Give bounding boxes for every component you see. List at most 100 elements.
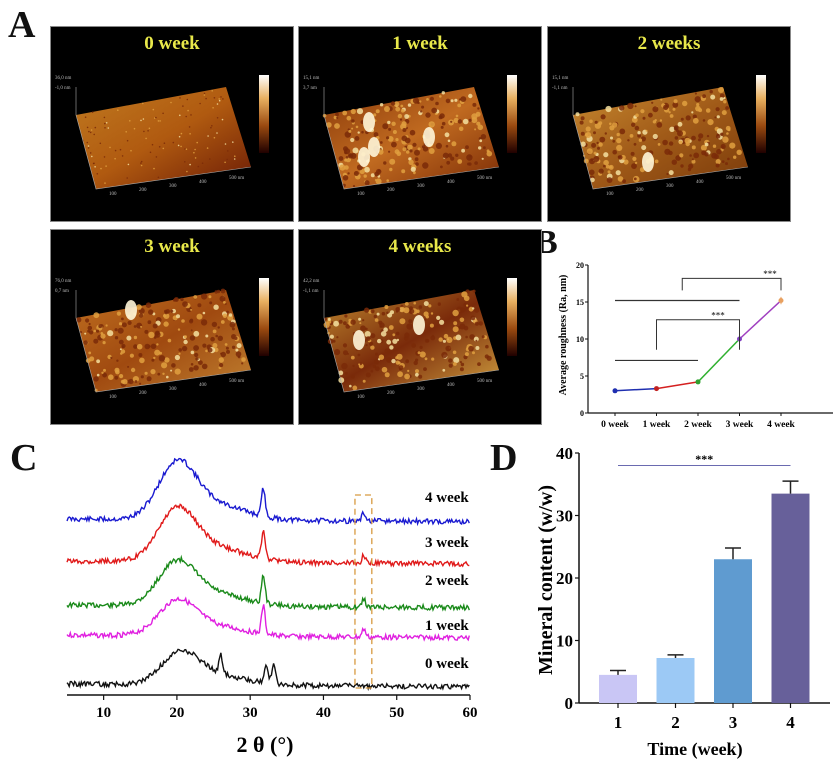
highlight-box — [354, 494, 373, 689]
afm-texture-speck — [428, 304, 432, 308]
afm-texture-speck — [220, 320, 225, 324]
afm-texture-speck — [193, 345, 200, 351]
afm-texture-speck — [440, 165, 443, 169]
afm-texture-speck — [408, 308, 415, 315]
afm-texture-speck — [719, 97, 724, 101]
afm-texture-speck — [344, 314, 348, 318]
afm-texture-speck — [448, 363, 453, 368]
afm-texture-speck — [589, 169, 595, 176]
afm-texture-speck — [361, 130, 364, 134]
afm-texture-speck — [631, 163, 637, 170]
afm-texture-speck — [637, 131, 641, 135]
afm-texture-speck — [119, 148, 122, 151]
afm-texture-speck — [114, 375, 119, 380]
afm-texture-speck — [417, 147, 421, 151]
afm-texture-speck — [234, 155, 236, 157]
afm-texture-speck — [374, 179, 377, 181]
afm-texture-speck — [668, 150, 673, 156]
afm-texture-speck — [404, 332, 410, 338]
afm-texture-speck — [468, 118, 472, 122]
afm-texture-speck — [105, 324, 108, 327]
afm-texture-speck — [404, 114, 409, 119]
afm-texture-speck — [593, 151, 597, 155]
afm-texture-speck — [189, 318, 194, 322]
afm-texture-speck — [119, 374, 124, 379]
afm-texture-speck — [338, 370, 344, 376]
afm-texture-speck — [177, 328, 181, 331]
afm-axis-tick: 500 nm — [477, 379, 492, 384]
afm-texture-speck — [133, 325, 137, 328]
afm-texture-speck — [694, 96, 701, 103]
afm-texture-speck — [200, 319, 208, 326]
afm-texture-speck — [671, 159, 677, 165]
afm-texture-speck — [689, 154, 692, 157]
afm-texture-speck — [357, 353, 361, 357]
afm-axis — [75, 290, 252, 393]
afm-texture-speck — [138, 313, 144, 318]
afm-texture-speck — [407, 103, 412, 107]
y-tick-label: 30 — [556, 507, 573, 526]
afm-texture-speck — [413, 301, 416, 305]
afm-texture-speck — [389, 167, 393, 172]
afm-surface: 76,0 nm 0,7 nm 100 200 300 400 500 nm — [55, 278, 269, 400]
data-point — [778, 298, 784, 304]
afm-texture-speck — [709, 90, 713, 94]
afm-texture-speck — [692, 114, 697, 119]
afm-texture-speck — [366, 336, 371, 341]
afm-texture-speck — [668, 141, 674, 146]
afm-texture-speck — [213, 304, 219, 310]
afm-z-min: 0,7 nm — [55, 289, 69, 294]
afm-texture-speck — [386, 136, 390, 140]
afm-texture-speck — [609, 125, 615, 131]
afm-texture-speck — [641, 145, 647, 151]
afm-texture-speck — [171, 363, 176, 368]
x-tick-label: 20 — [169, 705, 184, 721]
afm-texture-speck — [208, 295, 212, 299]
afm-texture-speck — [348, 129, 352, 133]
afm-texture-speck — [102, 372, 107, 378]
afm-texture-speck — [423, 367, 427, 371]
afm-texture-speck — [446, 336, 453, 343]
line-segment — [614, 387, 657, 392]
afm-texture-speck — [475, 346, 480, 350]
afm-texture-speck — [431, 357, 435, 361]
afm-surface: 15,1 nm 3,7 nm 100 200 300 400 500 nm — [303, 75, 517, 197]
panel-label-c: C — [10, 437, 38, 479]
afm-texture-speck — [633, 142, 637, 146]
afm-texture-speck — [93, 312, 100, 319]
afm-texture-speck — [344, 165, 349, 170]
afm-texture-speck — [129, 353, 134, 358]
afm-texture-speck — [207, 135, 209, 137]
afm-peak — [642, 152, 654, 172]
afm-texture-speck — [596, 141, 599, 145]
afm-texture-speck — [347, 172, 350, 175]
afm-texture-speck — [673, 127, 678, 131]
afm-texture-speck — [178, 352, 181, 355]
afm-texture-speck — [149, 151, 152, 154]
afm-texture-speck — [151, 358, 155, 362]
afm-texture-speck — [472, 289, 476, 293]
afm-texture-speck — [125, 131, 127, 133]
afm-texture-speck — [190, 329, 193, 332]
afm-texture-speck — [453, 362, 457, 366]
afm-texture-speck — [334, 123, 340, 129]
afm-texture-speck — [598, 168, 604, 174]
afm-texture-speck — [347, 352, 349, 355]
afm-texture-speck — [224, 143, 227, 145]
afm-texture-speck — [607, 170, 611, 174]
afm-axis-tick: 200 — [387, 188, 395, 193]
afm-texture-speck — [114, 328, 118, 332]
afm-texture-speck — [83, 340, 88, 345]
afm-texture-speck — [389, 345, 394, 350]
significance-bracket — [681, 277, 782, 291]
afm-texture-speck — [408, 159, 414, 165]
afm-texture-speck — [85, 358, 91, 363]
afm-axis-tick: 300 — [169, 387, 177, 392]
afm-texture-speck — [370, 345, 375, 350]
afm-texture-speck — [384, 106, 390, 112]
afm-texture-speck — [218, 99, 221, 102]
afm-texture-speck — [338, 319, 343, 324]
afm-texture-speck — [439, 95, 442, 98]
afm-texture-speck — [388, 325, 394, 330]
afm-texture-speck — [364, 331, 371, 338]
